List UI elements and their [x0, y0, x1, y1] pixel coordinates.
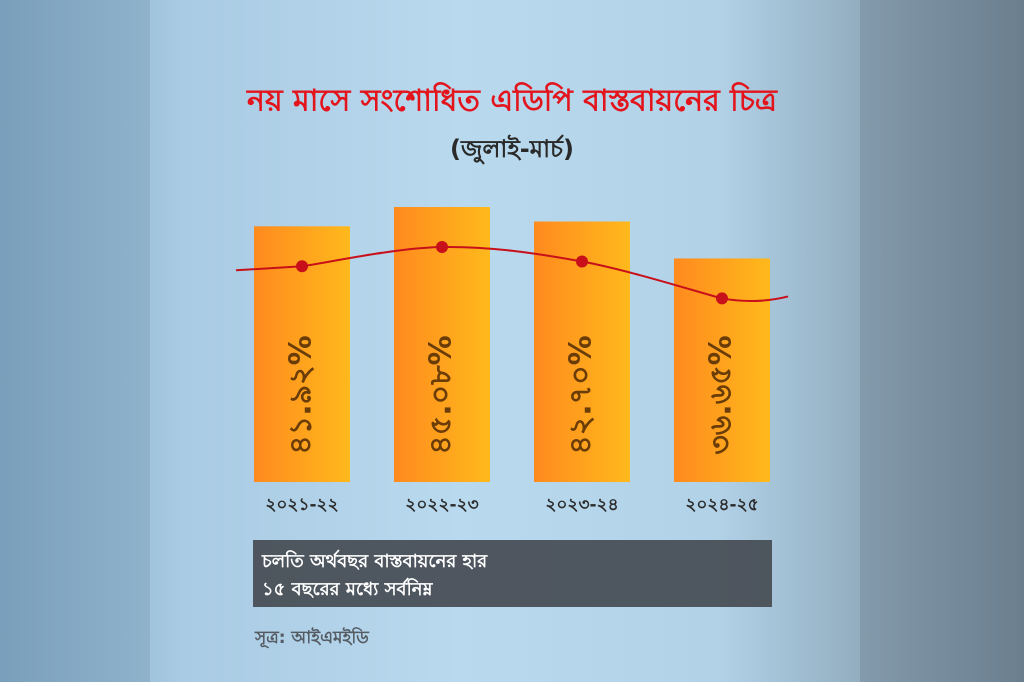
x-tick-label: ২০২২-২৩: [405, 495, 478, 515]
trend-line: [301, 245, 723, 300]
trend-point: [436, 241, 448, 254]
background-shape: [0, 0, 150, 682]
data-label: ৪২.৭০%: [564, 335, 599, 454]
line-tail: [235, 265, 303, 272]
data-label: ৪৫.০৮%: [424, 335, 459, 454]
note-line: ১৫ বছরের মধ্যে সর্বনিম্ন: [262, 577, 433, 600]
data-label: ৩৬.৬৫%: [704, 335, 739, 454]
trend-point: [296, 260, 308, 273]
chart-title: নয় মাসে সংশোধিত এডিপি বাস্তবায়নের চিত্…: [246, 82, 778, 119]
data-label: ৪১.৯২%: [284, 335, 319, 454]
trend-point: [576, 255, 588, 268]
source: সূত্র: আইএমইডি: [254, 626, 370, 649]
note-box: [253, 540, 772, 607]
background-shape: [860, 0, 1024, 682]
trend-point: [716, 292, 728, 305]
x-tick-label: ২০২৩-২৪: [545, 495, 618, 515]
x-tick-label: ২০২৪-২৫: [685, 495, 758, 515]
x-tick-label: ২০২১-২২: [265, 495, 338, 515]
line-tail: [721, 295, 789, 303]
note-line: চলতি অর্থবছর বাস্তবায়নের হার: [261, 549, 488, 572]
chart-subtitle: (জুলাই-মার্চ): [450, 133, 574, 164]
